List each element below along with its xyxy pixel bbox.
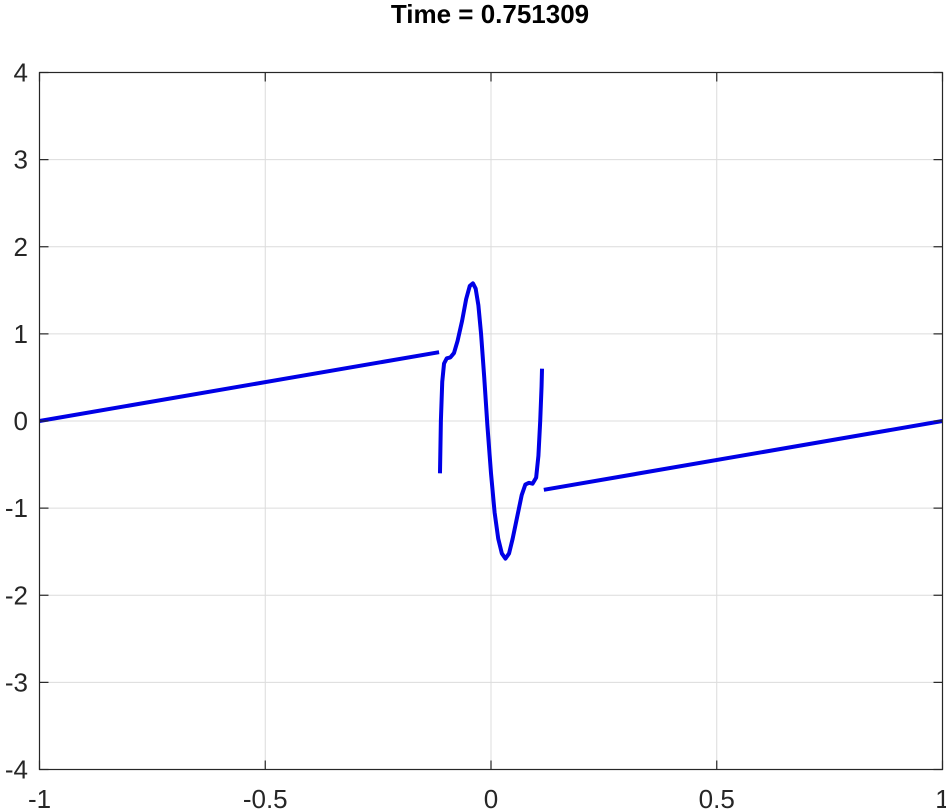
tick-layer — [38, 71, 944, 771]
series-layer — [39, 281, 943, 561]
y-tick-label: 2 — [14, 232, 28, 262]
series-line-segment — [543, 419, 943, 492]
series-line-segment — [39, 350, 440, 423]
y-tick-label: 3 — [14, 145, 28, 175]
y-tick-label: -4 — [5, 755, 28, 785]
x-tick-label: 1 — [935, 784, 946, 810]
series-line-segment — [437, 281, 545, 561]
y-tick-label: -2 — [5, 580, 28, 610]
y-tick-label: 4 — [14, 58, 28, 88]
y-tick-label: -1 — [5, 493, 28, 523]
chart-title: Time = 0.751309 — [391, 0, 589, 29]
x-tick-label: -1 — [28, 784, 51, 810]
x-tick-label: 0.5 — [699, 784, 735, 810]
label-layer: -1 -0.5 0 0.5 1 -4 -3 -2 -1 0 1 2 3 4 — [5, 58, 946, 810]
y-tick-label: 0 — [14, 406, 28, 436]
y-tick-label: 1 — [14, 319, 28, 349]
y-tick-label: -3 — [5, 667, 28, 697]
x-tick-label: -0.5 — [243, 784, 288, 810]
grid-layer — [39, 72, 943, 770]
x-tick-label: 0 — [484, 784, 498, 810]
